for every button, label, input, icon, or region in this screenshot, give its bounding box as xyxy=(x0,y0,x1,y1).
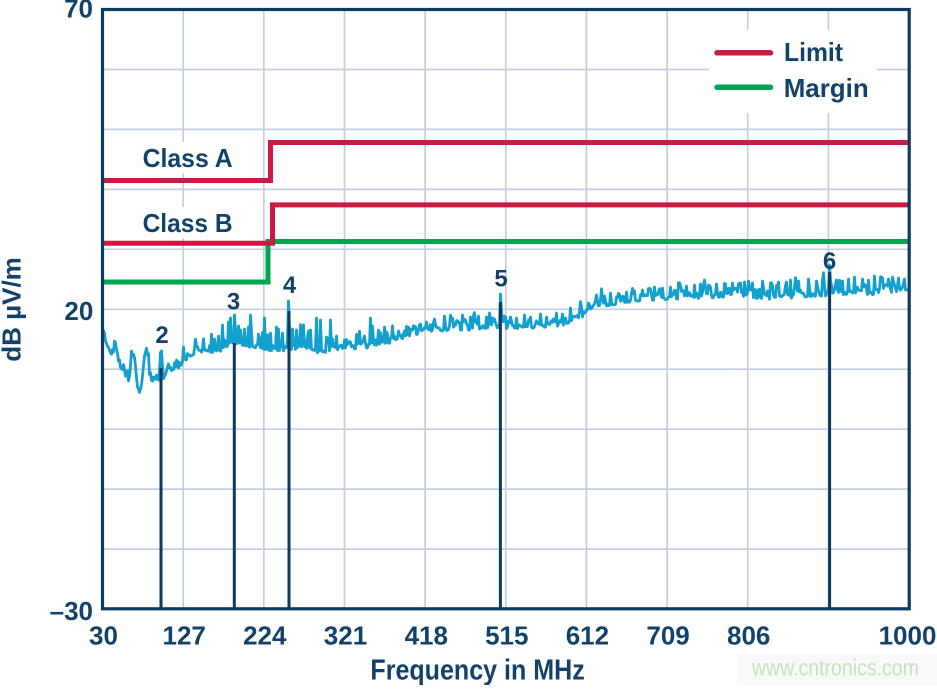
svg-text:Class B: Class B xyxy=(143,208,233,238)
svg-text:3: 3 xyxy=(227,289,240,316)
svg-text:Frequency in MHz: Frequency in MHz xyxy=(370,655,584,685)
svg-text:70: 70 xyxy=(64,0,93,24)
svg-text:709: 709 xyxy=(646,621,689,651)
svg-text:1000: 1000 xyxy=(879,621,937,651)
svg-text:2: 2 xyxy=(155,322,168,349)
svg-text:224: 224 xyxy=(243,621,287,651)
svg-text:20: 20 xyxy=(64,296,93,326)
svg-text:612: 612 xyxy=(566,621,609,651)
svg-text:806: 806 xyxy=(727,621,770,651)
svg-text:30: 30 xyxy=(89,621,118,651)
svg-text:418: 418 xyxy=(405,621,448,651)
svg-text:Margin: Margin xyxy=(784,73,869,103)
svg-text:127: 127 xyxy=(163,621,206,651)
svg-text:4: 4 xyxy=(283,272,297,299)
svg-text:515: 515 xyxy=(485,621,528,651)
svg-text:6: 6 xyxy=(823,248,836,275)
svg-text:dB µV/m: dB µV/m xyxy=(0,257,27,362)
svg-text:5: 5 xyxy=(494,266,507,293)
svg-text:Limit: Limit xyxy=(784,37,843,67)
svg-text:Class A: Class A xyxy=(143,143,233,173)
svg-text:–30: –30 xyxy=(50,596,93,626)
svg-text:www.cntronics.com: www.cntronics.com xyxy=(751,655,919,681)
svg-text:321: 321 xyxy=(324,621,367,651)
